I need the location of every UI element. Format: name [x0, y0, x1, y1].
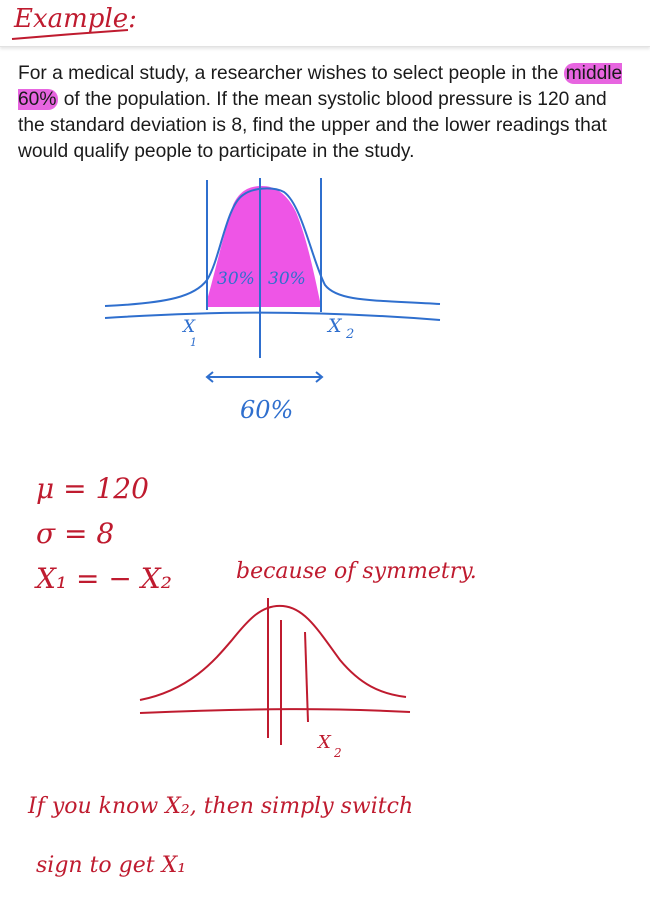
red-bell-curve — [139, 604, 407, 701]
shaded-middle-region — [207, 186, 321, 307]
problem-text-after: of the population. If the mean systolic … — [18, 89, 607, 162]
mu-line: μ = 120 — [36, 472, 149, 505]
red-x2-label: X — [316, 732, 332, 753]
problem-text-before: For a medical study, a researcher wishes… — [18, 63, 564, 84]
span-arrow-right — [315, 371, 324, 383]
header-band — [0, 0, 650, 47]
span-arrow-left — [205, 371, 214, 383]
red-x2-sub: 2 — [333, 746, 342, 760]
sigma-line: σ = 8 — [36, 517, 114, 550]
problem-text: For a medical study, a researcher wishes… — [18, 61, 638, 165]
because-text: because of symmetry. — [236, 559, 477, 584]
red-x2-line — [304, 631, 309, 723]
title-underline — [11, 29, 129, 40]
bell-curve — [104, 187, 441, 307]
relation-line: X₁ = − X₂ — [34, 562, 172, 595]
note-line-1: If you know X₂, then simply switch — [27, 794, 413, 819]
baseline — [104, 311, 441, 321]
note-line-2: sign to get X₁ — [36, 853, 186, 878]
red-baseline — [139, 708, 411, 714]
